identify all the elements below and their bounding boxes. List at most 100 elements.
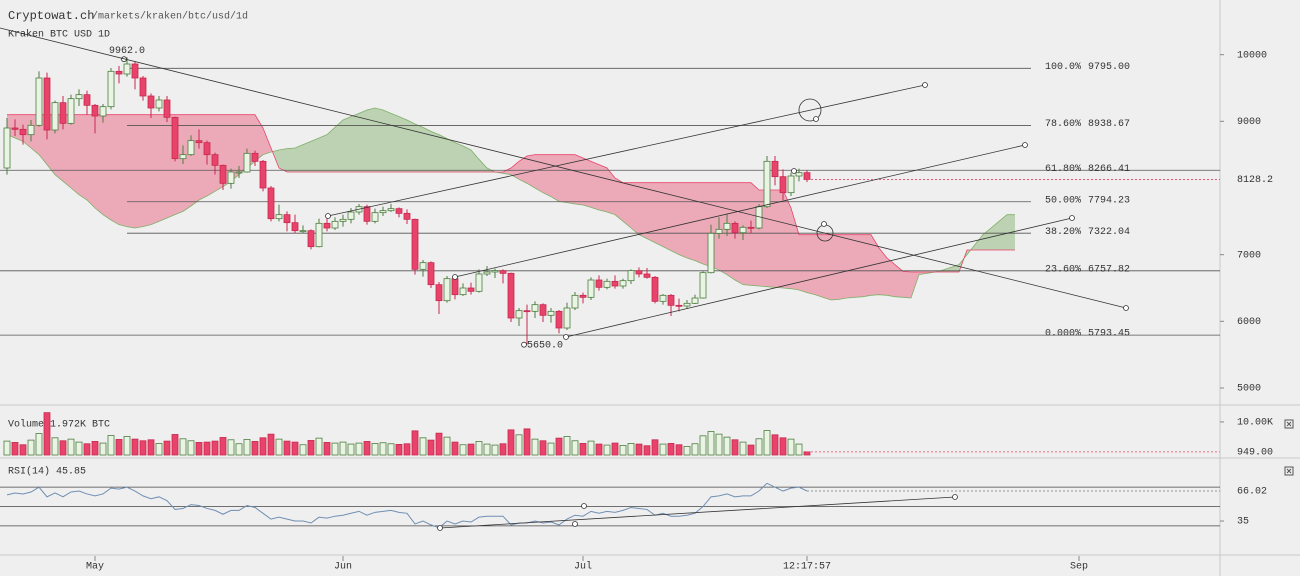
candle-body — [731, 222, 739, 234]
cloud-segment — [431, 131, 439, 172]
volume-bar — [331, 442, 339, 456]
candle-body — [227, 171, 235, 184]
volume-bar — [715, 433, 723, 456]
trend-handle — [922, 82, 928, 88]
fib-price: 7794.23 — [1088, 195, 1130, 206]
candle-body — [539, 304, 547, 316]
volume-bar — [411, 430, 419, 456]
candle-body — [163, 99, 171, 118]
volume-bar — [683, 445, 691, 456]
candle-body — [155, 99, 163, 109]
volume-bar — [795, 443, 803, 456]
volume-bar — [627, 443, 635, 456]
cloud-span-b — [7, 114, 1015, 273]
volume-bar — [651, 439, 659, 456]
cloud-segment — [407, 120, 415, 172]
volume-bar — [611, 442, 619, 456]
volume-bar — [635, 443, 643, 456]
volume-bar — [323, 442, 331, 456]
candle-body — [323, 222, 331, 229]
volume-bar — [523, 428, 531, 456]
cloud-segment — [471, 150, 479, 172]
cloud-segment — [415, 124, 423, 172]
cloud-segment — [591, 161, 599, 210]
cloud-segment — [263, 128, 271, 155]
candle-body — [571, 294, 579, 309]
cloud-segment — [815, 234, 823, 298]
cloud-segment — [679, 182, 687, 258]
trend-handle — [437, 525, 443, 531]
candle-body — [795, 172, 803, 177]
candle-body — [659, 294, 667, 302]
candle-body — [67, 98, 75, 124]
candle-body — [547, 310, 555, 316]
candle-body — [419, 262, 427, 270]
candle-body — [603, 280, 611, 288]
volume-bar — [91, 441, 99, 456]
volume-bar — [59, 440, 67, 456]
cloud-segment — [383, 110, 391, 172]
candle-body — [443, 278, 451, 302]
close-button[interactable] — [1284, 466, 1294, 476]
volume-bar — [171, 434, 179, 456]
cloud-segment — [671, 182, 679, 255]
fib-ratio: 23.60% — [1045, 264, 1081, 275]
cloud-segment — [655, 182, 663, 247]
candle-body — [291, 222, 299, 232]
volume-bar — [707, 431, 715, 456]
volume-bar — [83, 443, 91, 456]
candle-body — [395, 208, 403, 214]
candle-body — [91, 104, 99, 117]
volume-bar — [699, 435, 707, 456]
candle-body — [219, 164, 227, 184]
volume-bar — [515, 434, 523, 456]
cloud-segment — [647, 182, 655, 243]
fib-ratio: 0.000% — [1045, 329, 1081, 340]
candle-body — [235, 171, 243, 174]
y-tick-label: 9000 — [1237, 117, 1261, 128]
volume-bar — [395, 444, 403, 456]
volume-bar — [291, 441, 299, 456]
volume-bar — [747, 444, 755, 456]
candle-body — [35, 77, 43, 126]
volume-bar — [547, 442, 555, 456]
close-icon — [1286, 468, 1292, 474]
cloud-segment — [799, 234, 807, 293]
cloud-segment — [119, 114, 127, 227]
candle-body — [179, 154, 187, 160]
cloud-segment — [719, 182, 727, 275]
fib-price: 8266.41 — [1088, 164, 1130, 175]
volume-bar — [75, 441, 83, 456]
cloud-segment — [279, 148, 287, 172]
volume-bar — [475, 441, 483, 456]
cloud-segment — [807, 234, 815, 295]
cloud-segment — [991, 221, 999, 250]
volume-bar — [435, 432, 443, 456]
symbol-label: Kraken BTC USD 1D — [8, 29, 110, 41]
volume-bar — [139, 440, 147, 456]
volume-bar — [555, 437, 563, 456]
cloud-segment — [551, 154, 559, 202]
close-button[interactable] — [1284, 419, 1294, 429]
site-title: Cryptowat.ch — [8, 9, 94, 23]
cloud-segment — [999, 214, 1007, 250]
volume-bar — [347, 443, 355, 456]
volume-bar — [251, 441, 259, 456]
cloud-segment — [615, 178, 623, 222]
rsi-tick-label: 35 — [1237, 517, 1249, 528]
cloud-segment — [887, 258, 895, 297]
cloud-segment — [823, 234, 831, 300]
candle-body — [11, 127, 19, 130]
volume-bar — [235, 443, 243, 456]
candle-body — [243, 152, 251, 173]
trend-handle — [821, 221, 827, 227]
trend-line — [327, 84, 926, 217]
cloud-segment — [575, 154, 583, 205]
highlight-circle — [798, 98, 822, 122]
cloud-segment — [199, 114, 207, 200]
cloud-segment — [879, 248, 887, 296]
candle-body — [99, 106, 107, 117]
cloud-segment — [663, 182, 671, 251]
cloud-span-a — [6, 107, 1015, 301]
cloud-segment — [831, 234, 839, 300]
